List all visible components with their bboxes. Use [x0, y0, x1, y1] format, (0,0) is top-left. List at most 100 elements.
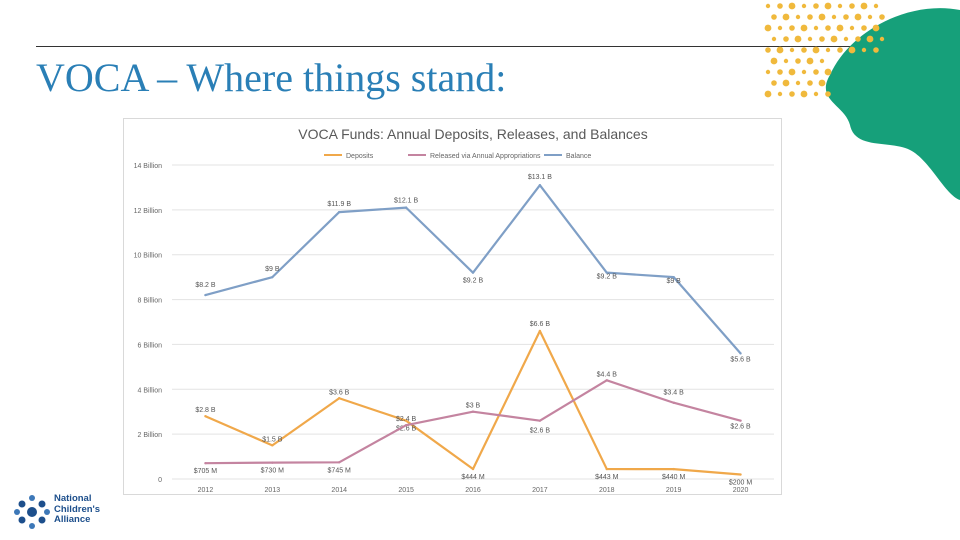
data-label: $6.6 B [530, 321, 551, 328]
data-label: $440 M [662, 474, 686, 481]
gold-dot [813, 91, 819, 97]
gold-dot [776, 46, 784, 54]
gold-dot [825, 47, 831, 53]
gold-dot [873, 3, 879, 9]
x-tick-label: 2020 [733, 487, 749, 494]
data-label: $9.2 B [597, 274, 618, 281]
gold-dot [831, 14, 837, 20]
data-label: $2.6 B [730, 424, 751, 431]
gold-dot [806, 57, 814, 65]
decorative-shapes [764, 2, 960, 200]
legend-label: Released via Annual Appropriations [430, 153, 541, 160]
gold-dot [795, 80, 801, 86]
data-point [404, 419, 408, 422]
data-label: $3 B [466, 403, 481, 410]
series-line [205, 184, 742, 355]
y-tick-label: 10 Billion [134, 253, 163, 260]
teal-blob-shape [825, 8, 960, 200]
gold-dot [866, 35, 874, 43]
gold-dot [848, 46, 856, 54]
logo-line-1: National [54, 493, 92, 504]
gold-dot [818, 13, 826, 21]
gold-dot [771, 80, 777, 86]
data-point [338, 397, 341, 400]
data-point [204, 293, 207, 297]
legend-label: Balance [566, 153, 591, 160]
data-point [271, 461, 274, 464]
gold-dot [771, 36, 777, 42]
gold-dot [861, 25, 867, 31]
slide-title: VOCA – Where things stand: [36, 55, 507, 100]
gold-dot [783, 58, 789, 64]
gold-dot [855, 36, 861, 42]
data-point [739, 419, 742, 422]
logo-line-2: Children's [54, 503, 101, 515]
data-point [204, 461, 207, 465]
gold-dot [860, 2, 868, 10]
series-line [205, 379, 741, 465]
gold-dot [788, 2, 796, 10]
chart-title: VOCA Funds: Annual Deposits, Releases, a… [298, 126, 647, 142]
logo-dots-icon [14, 495, 50, 529]
gold-dot [801, 47, 807, 53]
gold-dot [765, 69, 771, 75]
line-chart: VOCA Funds: Annual Deposits, Releases, a… [134, 126, 774, 494]
gold-dot [800, 90, 808, 98]
gold-dot [879, 36, 885, 42]
gold-dot [794, 35, 802, 43]
gold-dot [764, 24, 772, 32]
gold-dot [818, 79, 826, 87]
gold-dot [764, 90, 772, 98]
data-label: $2.6 B [396, 426, 417, 433]
data-label: $8.2 B [195, 282, 216, 289]
gold-dot [807, 36, 813, 42]
x-tick-label: 2019 [666, 487, 682, 494]
logo-line-3: Alliance [54, 514, 91, 525]
gold-dot [825, 91, 831, 97]
data-label: $730 M [261, 468, 285, 475]
data-point [739, 473, 742, 476]
x-tick-label: 2017 [532, 487, 548, 494]
gold-dot [813, 25, 819, 31]
gold-dot [783, 36, 789, 42]
x-tick-label: 2015 [398, 487, 414, 494]
data-point [338, 461, 341, 464]
y-tick-label: 12 Billion [134, 208, 163, 215]
gold-dot [843, 36, 849, 42]
data-point [672, 467, 675, 471]
data-point [605, 271, 608, 274]
data-point [538, 329, 542, 333]
gold-dot [824, 2, 832, 10]
gold-dot [777, 69, 783, 75]
gold-dot [801, 3, 807, 9]
gold-dot [812, 46, 820, 54]
data-point [605, 379, 608, 382]
y-tick-label: 0 [158, 477, 162, 484]
data-label: $1.5 B [262, 436, 283, 443]
data-label: $9 B [265, 266, 280, 273]
data-label: $9 B [666, 278, 681, 285]
y-tick-label: 4 Billion [137, 387, 162, 394]
data-point [338, 210, 341, 214]
gold-dot [837, 3, 843, 9]
chart-frame: VOCA Funds: Annual Deposits, Releases, a… [123, 118, 782, 495]
data-point [672, 401, 675, 404]
data-point [538, 419, 542, 422]
data-label: $745 M [328, 467, 352, 474]
gold-dot [854, 13, 862, 21]
data-point [271, 275, 274, 279]
gold-dot [813, 3, 819, 9]
data-point [471, 271, 475, 274]
gold-dot [789, 47, 795, 53]
data-label: $12.1 B [394, 198, 418, 205]
data-point [672, 275, 675, 279]
data-label: $9.2 B [463, 278, 484, 285]
gold-dot [807, 80, 813, 86]
gold-dot [807, 14, 813, 20]
gold-dot [861, 47, 867, 53]
gold-dot [782, 13, 790, 21]
data-label: $3.4 B [664, 390, 685, 397]
data-label: $705 M [194, 468, 218, 475]
gold-dot [765, 3, 771, 9]
data-label: $3.6 B [329, 389, 350, 396]
